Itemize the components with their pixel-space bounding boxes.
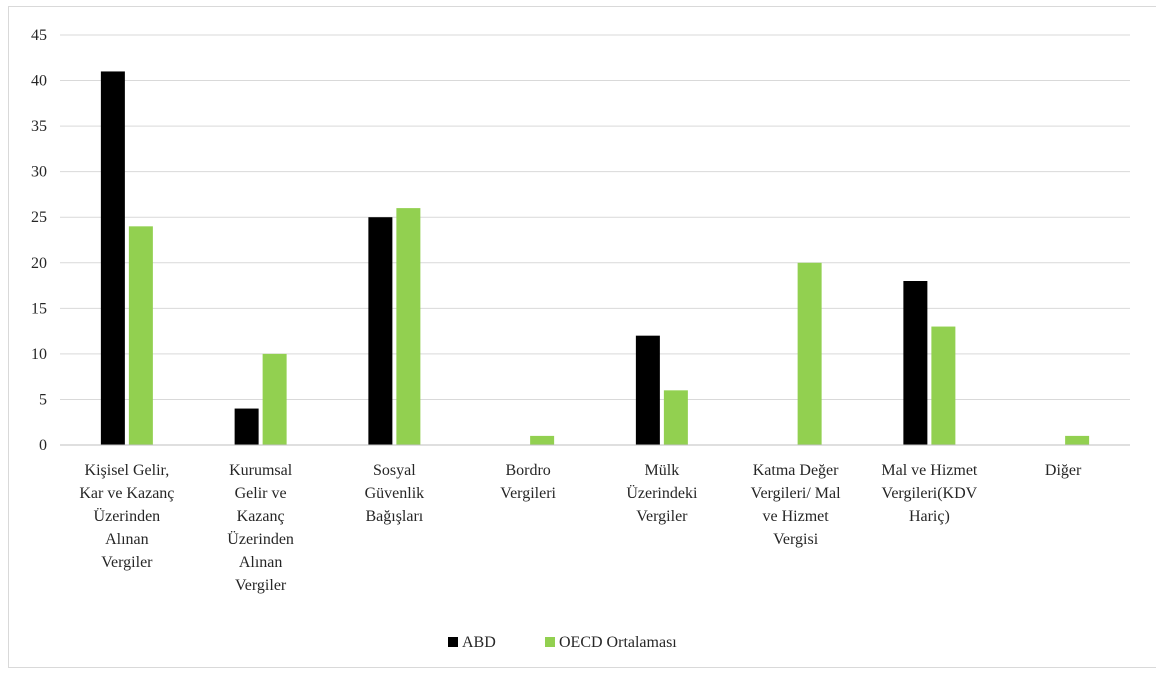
x-category-label: Katma Değer Vergileri/ Mal ve Hizmet Vergis… bbox=[751, 462, 841, 548]
x-category-label: Kurumsal Gelir ve Kazanç Üzerinden Alınan Ver… bbox=[227, 462, 294, 594]
y-axis-ticks: 0 5 10 15 20 25 30 35 40 45 bbox=[31, 27, 47, 454]
legend-swatch bbox=[448, 637, 458, 647]
legend-label: ABD bbox=[462, 634, 496, 651]
gridlines bbox=[60, 34, 1130, 400]
bar-oecd bbox=[931, 326, 956, 445]
x-category-label: Bordro Vergileri bbox=[500, 462, 556, 502]
x-category-label: Mal ve Hizmet Vergileri(KDV Hariç) bbox=[881, 462, 978, 525]
y-tick-label: 15 bbox=[31, 300, 47, 317]
y-tick-label: 45 bbox=[31, 27, 47, 44]
bar-abd bbox=[635, 335, 660, 445]
bar-oecd bbox=[530, 435, 555, 445]
y-tick-label: 20 bbox=[31, 255, 47, 272]
legend-swatch bbox=[545, 637, 555, 647]
y-tick-label: 35 bbox=[31, 118, 47, 135]
bar-oecd bbox=[1065, 435, 1090, 445]
legend-label: OECD Ortalaması bbox=[559, 634, 677, 651]
y-tick-label: 40 bbox=[31, 73, 47, 90]
x-axis-categories: Kişisel Gelir, Kar ve Kazanç Üzerinden Alın… bbox=[79, 462, 1082, 594]
bars bbox=[100, 71, 1090, 445]
x-category-label: Mülk Üzerindeki Vergiler bbox=[626, 462, 698, 525]
y-tick-label: 30 bbox=[31, 164, 47, 181]
bar-oecd bbox=[797, 262, 822, 445]
chart-frame bbox=[8, 6, 1156, 668]
bar-abd bbox=[100, 71, 125, 445]
bar-abd bbox=[234, 408, 259, 445]
legend: ABD OECD Ortalaması bbox=[448, 634, 677, 651]
bar-oecd bbox=[663, 390, 688, 445]
y-tick-label: 10 bbox=[31, 346, 47, 363]
bar-oecd bbox=[128, 226, 153, 445]
bar-abd bbox=[903, 281, 928, 445]
y-tick-label: 5 bbox=[39, 391, 47, 408]
x-category-label: Diğer bbox=[1045, 462, 1082, 479]
y-tick-label: 0 bbox=[39, 437, 47, 454]
x-category-label: Kişisel Gelir, Kar ve Kazanç Üzerinden Alın… bbox=[79, 462, 174, 571]
x-category-label: Sosyal Güvenlik Bağışları bbox=[365, 462, 425, 525]
bar-abd bbox=[368, 217, 393, 445]
y-tick-label: 25 bbox=[31, 209, 47, 226]
bar-oecd bbox=[396, 208, 421, 445]
bar-oecd bbox=[262, 353, 287, 445]
